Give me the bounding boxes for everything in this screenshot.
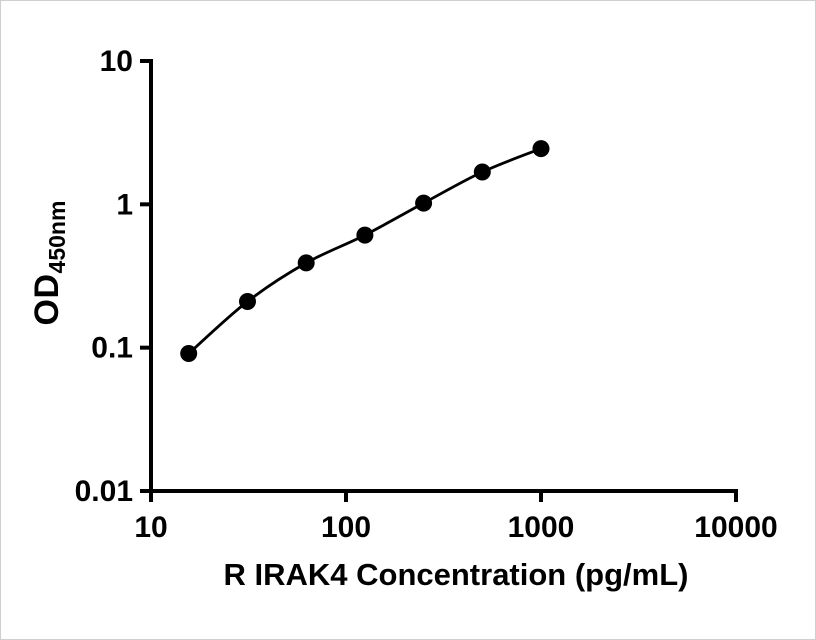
x-tick-label: 10000	[694, 511, 777, 544]
x-tick-label: 100	[321, 511, 371, 544]
data-point	[415, 194, 433, 212]
y-tick-label: 10	[100, 45, 133, 78]
data-point	[239, 293, 256, 310]
data-point	[297, 254, 315, 272]
data-point	[180, 345, 198, 362]
x-tick-label: 10	[134, 511, 167, 544]
x-tick-label: 1000	[508, 511, 575, 544]
x-axis-label: R IRAK4 Concentration (pg/mL)	[223, 557, 689, 592]
y-axis-label: OD450nm	[17, 113, 77, 413]
data-point	[473, 163, 491, 181]
y-axis-label-subscript: 450nm	[44, 200, 70, 274]
y-tick-label: 0.1	[91, 332, 133, 365]
data-point	[356, 226, 374, 244]
y-tick-label: 0.01	[75, 475, 133, 508]
standard-curve-line	[187, 147, 542, 355]
data-point	[532, 140, 550, 158]
y-tick-label: 1	[116, 188, 133, 221]
y-axis-label-main: OD	[28, 273, 66, 326]
